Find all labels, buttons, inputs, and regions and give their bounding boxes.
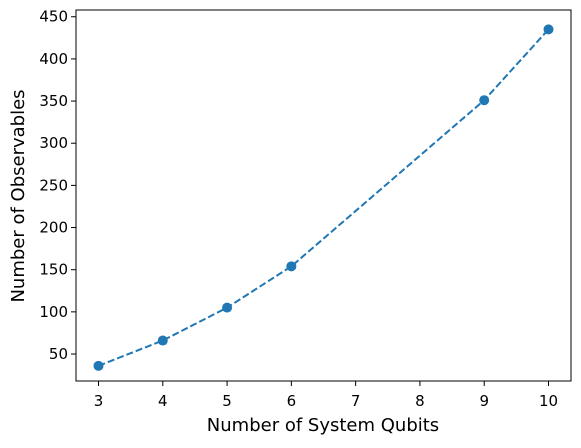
x-tick-label: 9 bbox=[479, 392, 489, 410]
x-tick-label: 7 bbox=[351, 392, 361, 410]
data-point bbox=[222, 302, 233, 313]
y-tick-label: 450 bbox=[39, 8, 68, 26]
y-tick-label: 150 bbox=[39, 261, 68, 279]
x-tick-label: 4 bbox=[158, 392, 168, 410]
plot-frame bbox=[75, 9, 572, 382]
data-point bbox=[93, 360, 104, 371]
y-tick-label: 100 bbox=[39, 303, 68, 321]
y-tick-label: 400 bbox=[39, 50, 68, 68]
x-tick-label: 5 bbox=[222, 392, 232, 410]
y-axis-label: Number of Observables bbox=[8, 89, 29, 302]
y-tick-label: 200 bbox=[39, 219, 68, 237]
data-point bbox=[479, 95, 490, 106]
data-point bbox=[157, 335, 168, 346]
x-axis-label: Number of System Qubits bbox=[207, 415, 439, 436]
y-tick-label: 300 bbox=[39, 134, 68, 152]
x-tick-label: 6 bbox=[287, 392, 297, 410]
y-tick-label: 350 bbox=[39, 92, 68, 110]
x-tick-label: 8 bbox=[415, 392, 425, 410]
y-tick-label: 250 bbox=[39, 176, 68, 194]
x-tick-label: 3 bbox=[94, 392, 104, 410]
y-tick-label: 50 bbox=[49, 345, 68, 363]
data-point bbox=[543, 24, 554, 35]
data-point bbox=[286, 261, 297, 272]
x-tick-label: 10 bbox=[539, 392, 558, 410]
series-line bbox=[98, 28, 550, 367]
